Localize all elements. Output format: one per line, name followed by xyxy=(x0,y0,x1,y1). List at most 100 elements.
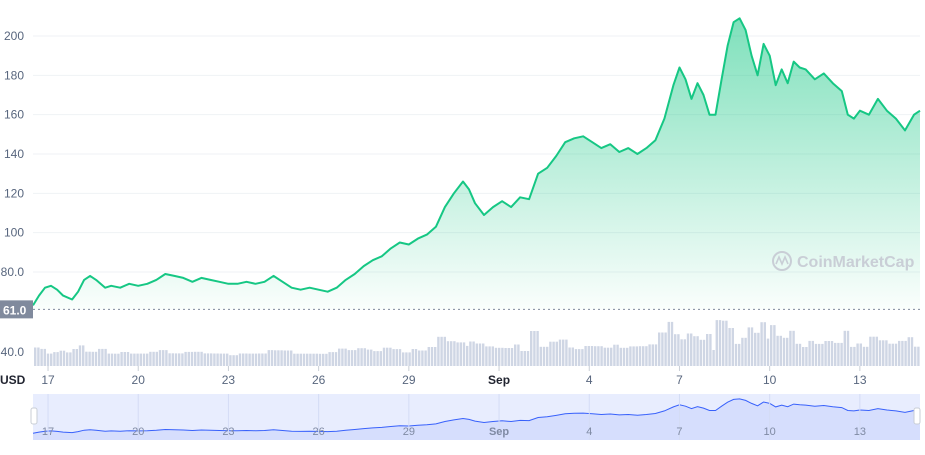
volume-bar xyxy=(654,344,658,366)
volume-bar xyxy=(152,351,155,366)
volume-bar xyxy=(549,341,552,366)
volume-bar xyxy=(37,347,40,366)
volume-bar xyxy=(261,353,264,366)
price-line xyxy=(32,17,921,306)
coinmarketcap-logo-icon xyxy=(772,251,792,271)
volume-bar xyxy=(190,351,194,366)
navigator-line xyxy=(32,398,921,434)
volume-bar xyxy=(258,353,261,366)
volume-bar xyxy=(235,355,238,366)
volume-bar xyxy=(526,351,530,366)
volume-bar xyxy=(626,347,629,366)
volume-bar xyxy=(50,353,53,366)
volume-bar xyxy=(302,353,306,366)
baseline-label-box xyxy=(0,300,33,319)
volume-bar xyxy=(392,349,395,366)
volume-bar xyxy=(670,321,674,366)
volume-bar xyxy=(699,339,702,366)
volume-bar xyxy=(222,353,226,366)
range-navigator[interactable]: 17 20 23 26 29 Sep 4 7 10 13 xyxy=(30,394,921,440)
volume-bar xyxy=(859,343,862,366)
volume-bar xyxy=(475,343,478,366)
volume-bar xyxy=(376,351,379,366)
volume-bar xyxy=(872,336,875,366)
baseline-marker: 61.0 xyxy=(0,300,920,319)
volume-bar xyxy=(184,351,187,366)
volume-bar xyxy=(827,341,830,366)
volume-bar xyxy=(75,349,78,366)
volume-bar xyxy=(760,322,763,366)
volume-bar xyxy=(517,344,520,366)
volume-bar xyxy=(581,349,584,366)
x-tick-label: Sep xyxy=(488,373,510,387)
volume-bar xyxy=(107,353,110,366)
volume-bar xyxy=(539,346,542,366)
volume-bar xyxy=(584,346,587,366)
volume-bar xyxy=(114,353,117,366)
volume-bar xyxy=(213,353,216,366)
volume-bar xyxy=(357,348,360,366)
volume-bar xyxy=(754,332,757,366)
volume-bar xyxy=(619,347,622,366)
volume-bar xyxy=(363,348,366,366)
y-tick-label: 140 xyxy=(4,147,24,161)
volume-bar xyxy=(341,348,344,366)
navigator-tick-label: 23 xyxy=(222,426,234,438)
volume-bar xyxy=(667,321,670,366)
volume-bar xyxy=(437,336,440,366)
y-tick-label: 40.0 xyxy=(1,345,25,359)
volume-bar xyxy=(98,348,101,366)
volume-bar xyxy=(498,347,501,366)
volume-bar xyxy=(718,320,722,366)
navigator-handle-right[interactable] xyxy=(913,407,921,425)
volume-bar xyxy=(245,353,248,366)
volume-bar xyxy=(856,343,859,366)
volume-bar xyxy=(840,342,843,366)
volume-bar xyxy=(354,350,357,366)
volume-bar xyxy=(501,347,504,366)
navigator-tick-label: 29 xyxy=(403,426,415,438)
volume-bar xyxy=(520,351,523,366)
volume-bar xyxy=(283,350,286,366)
volume-bar xyxy=(424,350,427,366)
volume-bar xyxy=(843,330,846,366)
volume-bar xyxy=(312,353,315,366)
volume-bar xyxy=(434,347,437,366)
volume-bar xyxy=(450,341,453,366)
volume-bar xyxy=(469,341,472,366)
volume-bar xyxy=(136,353,139,366)
volume-bar xyxy=(882,340,885,366)
volume-bar xyxy=(299,353,302,366)
volume-bar xyxy=(366,349,370,366)
volume-bar xyxy=(101,348,104,366)
volume-bar xyxy=(901,340,904,366)
volume-bar xyxy=(603,347,606,366)
volume-bar xyxy=(894,343,898,366)
volume-bar xyxy=(459,342,462,366)
navigator-handle-left[interactable] xyxy=(30,407,38,425)
volume-bar xyxy=(286,350,290,366)
volume-bar xyxy=(587,346,590,366)
volume-bar xyxy=(808,340,811,366)
volume-bar xyxy=(165,350,168,366)
y-tick-label: 100 xyxy=(4,226,24,240)
volume-bar xyxy=(328,352,331,366)
volume-bar xyxy=(430,347,434,366)
volume-bar xyxy=(658,332,661,366)
volume-bar xyxy=(421,350,424,366)
volume-bar xyxy=(232,355,235,366)
y-axis: 200 180 160 140 120 100 80.0 40.0 xyxy=(1,29,25,359)
volume-bar xyxy=(738,343,741,366)
volume-bar xyxy=(440,336,443,366)
volume-bar xyxy=(638,346,642,366)
volume-bar xyxy=(62,350,66,366)
volume-bar xyxy=(72,349,75,366)
volume-bar xyxy=(254,353,258,366)
volume-bar xyxy=(123,352,126,366)
volume-bar xyxy=(382,347,386,366)
volume-bar xyxy=(686,333,690,366)
volume-bar xyxy=(821,343,824,366)
volume-bar xyxy=(898,340,901,366)
volume-bar xyxy=(578,349,581,366)
